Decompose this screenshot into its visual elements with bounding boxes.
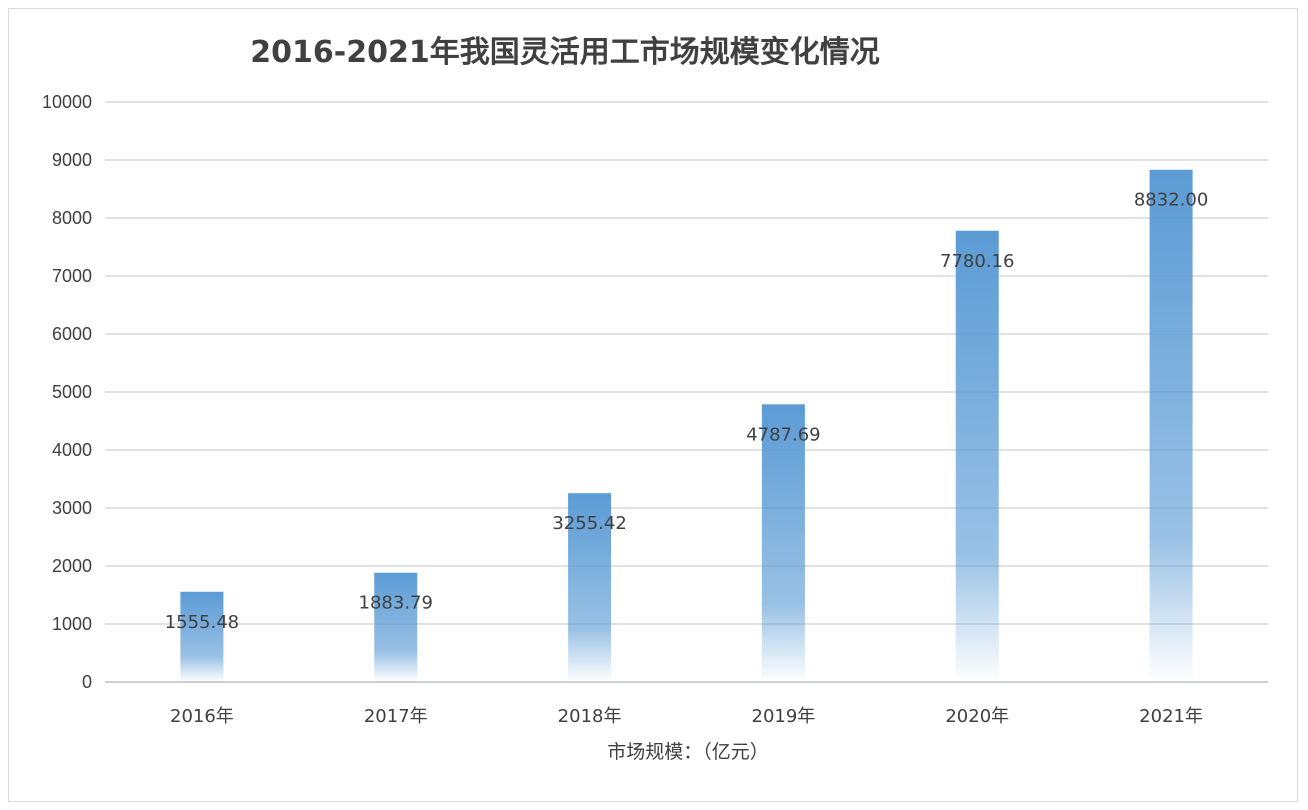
y-tick-label: 8000 xyxy=(52,208,92,228)
x-tick-label: 2019年 xyxy=(752,706,816,727)
x-tick-label: 2016年 xyxy=(170,706,234,727)
x-tick-label: 2021年 xyxy=(1139,706,1203,727)
x-axis-ticks: 2016年 2017年 2018年 2019年 2020年 2021年 xyxy=(170,706,1203,727)
x-tick-label: 2020年 xyxy=(945,706,1009,727)
y-tick-label: 9000 xyxy=(52,150,92,170)
y-tick-label: 2000 xyxy=(52,556,92,576)
chart-title: 2016-2021年我国灵活用工市场规模变化情况 xyxy=(250,35,879,70)
y-tick-label: 7000 xyxy=(52,266,92,286)
x-axis-title: 市场规模：（亿元） xyxy=(607,741,769,763)
gridlines xyxy=(105,101,1268,683)
bar xyxy=(761,404,805,682)
y-tick-label: 10000 xyxy=(42,92,92,112)
data-label: 1883.79 xyxy=(359,593,433,614)
x-tick-label: 2017年 xyxy=(364,706,428,727)
y-tick-label: 1000 xyxy=(52,614,92,634)
bar xyxy=(568,493,612,682)
data-labels: 1555.48 1883.79 3255.42 4787.69 7780.16 8832.… xyxy=(165,190,1209,633)
data-label: 1555.48 xyxy=(165,612,239,633)
y-tick-label: 3000 xyxy=(52,498,92,518)
data-label: 7780.16 xyxy=(940,251,1014,272)
bar xyxy=(1149,169,1193,682)
data-label: 4787.69 xyxy=(746,424,820,445)
data-label: 8832.00 xyxy=(1134,190,1208,211)
bars xyxy=(180,169,1193,682)
y-tick-label: 0 xyxy=(82,672,92,692)
bar xyxy=(374,572,418,682)
y-axis-ticks: 0 1000 2000 3000 4000 5000 6000 7000 8000 9000 100… xyxy=(42,92,92,692)
bar xyxy=(955,230,999,682)
y-tick-label: 4000 xyxy=(52,440,92,460)
bar xyxy=(180,591,224,682)
y-tick-label: 5000 xyxy=(52,382,92,402)
x-tick-label: 2018年 xyxy=(558,706,622,727)
y-tick-label: 6000 xyxy=(52,324,92,344)
data-label: 3255.42 xyxy=(552,513,626,534)
